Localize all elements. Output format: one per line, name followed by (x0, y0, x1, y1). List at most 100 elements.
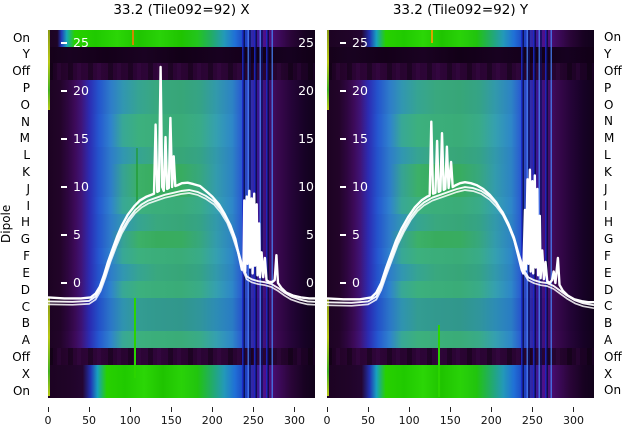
dipole-tick-label: E (22, 265, 30, 280)
dipole-tick-label: D (604, 282, 614, 297)
dipole-tick-label: Y (22, 47, 30, 62)
x-tick-label: 50 (361, 414, 376, 427)
x-tick-mark (171, 407, 173, 412)
x-tick-label: 100 (119, 414, 141, 427)
x-tick-mark (409, 407, 411, 412)
dipole-tick-label: A (604, 333, 613, 348)
dipole-tick-label: J (26, 181, 30, 196)
heatmap-panel-right: 25 20 15 10 5 0 (327, 30, 594, 398)
inner-y-tick-label: 0 (61, 275, 81, 291)
x-tick-mark (212, 407, 214, 412)
dipole-tick-label: H (20, 215, 30, 230)
dipole-tick-label: F (604, 248, 611, 263)
dipole-tick-label: L (604, 148, 611, 163)
dipole-tick-label: P (22, 80, 30, 95)
tick-mark (340, 186, 346, 188)
tick-mark (340, 90, 346, 92)
dipole-tick-label: K (22, 165, 30, 180)
tick-mark (61, 234, 67, 236)
tick-mark (61, 90, 67, 92)
dipole-tick-label: P (604, 80, 612, 95)
dipole-tick-label: A (21, 333, 30, 348)
dipole-tick-label: On (12, 30, 30, 45)
dipole-tick-label: On (604, 383, 622, 398)
dipole-tick-label: C (21, 299, 30, 314)
inner-y-tick-label: 15 (61, 131, 89, 147)
dipole-tick-label: K (604, 164, 612, 179)
dipole-tick-labels-right: On Y Off P O N M L K J I H G F E D C B A Off X On (604, 29, 638, 399)
tick-mark (340, 138, 346, 140)
dipole-tick-label: Off (12, 64, 30, 79)
inner-y-tick-label: 10 (340, 179, 368, 195)
dipole-tick-label: B (604, 316, 613, 331)
edge-stripe-top (48, 30, 50, 110)
dipole-tick-label: H (604, 215, 614, 230)
inner-y-tick-label: 25 (298, 35, 314, 50)
inner-y-tick-label: 10 (61, 179, 89, 195)
x-tick-mark (89, 407, 91, 412)
x-axis-left: 0 50 100 150 200 250 300 (44, 404, 315, 436)
edge-stripe-top (327, 30, 329, 110)
curve-polyline (48, 189, 315, 303)
edge-stripe-bottom (48, 298, 50, 396)
green-feature-line (438, 325, 440, 397)
tick-mark (61, 138, 67, 140)
tick-mark (61, 42, 67, 44)
tick-mark (61, 282, 67, 284)
inner-y-tick-label: 0 (340, 275, 360, 291)
dipole-tick-label: J (604, 181, 608, 196)
dipole-tick-label: X (21, 366, 30, 381)
inner-y-tick-label: 20 (298, 83, 314, 98)
dipole-tick-label: L (23, 148, 30, 163)
beam-curve-right (327, 120, 594, 310)
inner-y-tick-label: 0 (306, 275, 314, 290)
x-tick-mark (253, 407, 255, 412)
x-tick-mark (491, 407, 493, 412)
x-tick-label: 0 (44, 414, 52, 427)
green-feature-line (136, 148, 138, 212)
x-tick-label: 0 (323, 414, 331, 427)
dipole-tick-label: I (604, 198, 608, 213)
inner-y-tick-label: 5 (340, 227, 360, 243)
dipole-tick-label: O (604, 97, 614, 112)
inner-y-tick-label: 5 (306, 227, 314, 242)
dipole-tick-label: Off (604, 64, 622, 79)
dipole-tick-label: X (604, 366, 613, 381)
tick-mark (61, 186, 67, 188)
x-tick-mark (532, 407, 534, 412)
x-tick-mark (130, 407, 132, 412)
tick-mark (340, 42, 346, 44)
dipole-tick-label: M (19, 131, 30, 146)
dipole-tick-label: G (20, 232, 30, 247)
heatmap-panel-left: 25 20 15 10 5 0 25 20 15 10 5 0 (48, 30, 315, 398)
dipole-tick-label: D (20, 282, 30, 297)
inner-y-tick-label: 10 (298, 179, 314, 194)
beam-curve-left (48, 65, 315, 306)
curve-polyline (327, 186, 594, 307)
dipole-tick-label: G (604, 232, 614, 247)
x-tick-label: 200 (480, 414, 502, 427)
inner-y-tick-label: 25 (340, 35, 368, 51)
x-tick-label: 200 (201, 414, 223, 427)
x-tick-mark (327, 407, 328, 412)
dipole-tick-label: On (604, 30, 622, 45)
dipole-tick-label: I (26, 198, 30, 213)
x-tick-label: 150 (160, 414, 182, 427)
dipole-tick-label: N (604, 114, 613, 129)
x-tick-mark (48, 407, 49, 412)
edge-stripe-bottom (327, 298, 329, 396)
dipole-tick-label: B (21, 316, 30, 331)
tick-mark (340, 234, 346, 236)
x-tick-mark (368, 407, 370, 412)
x-tick-mark (450, 407, 452, 412)
left-panel-title: 33.2 (Tile092=92) X (113, 2, 250, 18)
curve-polyline (48, 65, 315, 300)
dipole-tick-labels-left: On Y Off P O N M L K J I H G F E D C B A Off X On (4, 29, 30, 399)
inner-y-tick-label: 15 (340, 131, 368, 147)
orange-feature-tick (431, 30, 433, 43)
orange-feature-tick (132, 30, 134, 45)
x-tick-label: 150 (439, 414, 461, 427)
curve-polyline (327, 189, 594, 310)
inner-y-tick-label: 5 (61, 227, 81, 243)
